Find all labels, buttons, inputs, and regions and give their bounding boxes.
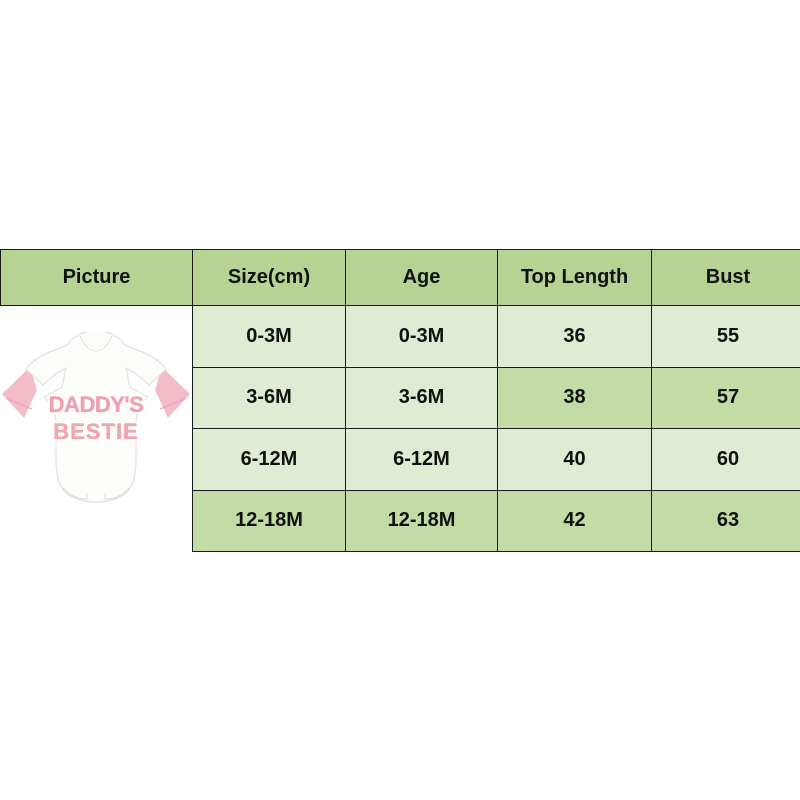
svg-text:DADDY'S: DADDY'S: [49, 392, 144, 417]
svg-text:BESTIE: BESTIE: [54, 419, 139, 444]
